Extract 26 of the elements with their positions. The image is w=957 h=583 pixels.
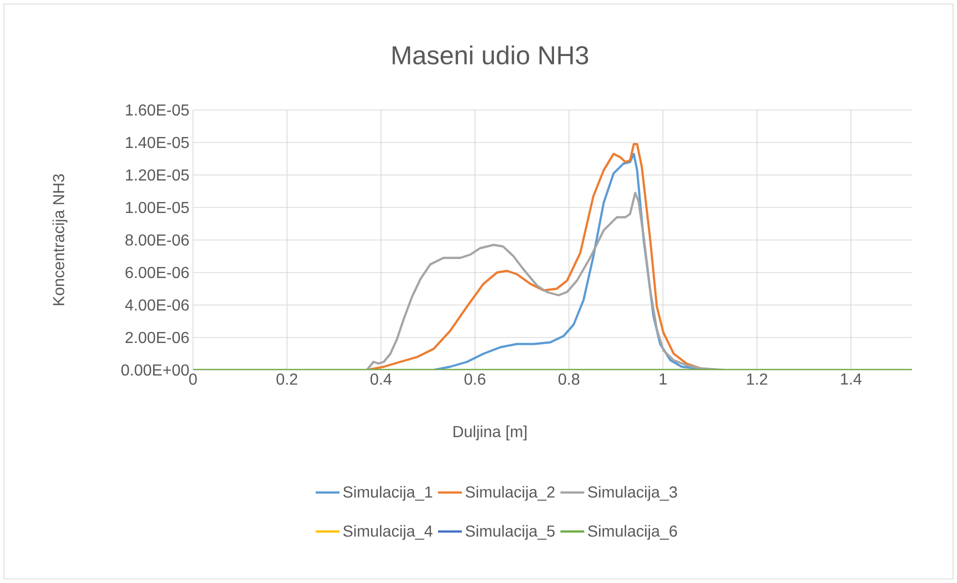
x-tick-label: 0.4 [370, 374, 392, 385]
legend-label: Simulacija_6 [588, 525, 677, 540]
x-tick-label: 0 [189, 374, 197, 385]
legend-label: Simulacija_4 [343, 525, 432, 540]
legend-label: Simulacija_2 [466, 486, 555, 501]
x-tick-label: 1.2 [747, 374, 768, 385]
y-tick-label: 2.00E-06 [126, 332, 189, 344]
y-tick-label: 4.00E-06 [125, 299, 189, 311]
x-tick-label: 0.2 [276, 374, 298, 385]
y-tick-label: 1.40E-05 [126, 136, 189, 148]
y-tick-label: 0.00E+00 [121, 364, 189, 376]
legend-label: Simulacija_1 [343, 486, 432, 501]
y-tick-label: 1.00E-05 [126, 202, 189, 214]
y-tick-label: 6.00E-06 [126, 266, 189, 278]
y-tick-label: 1.60E-05 [126, 104, 189, 116]
x-tick-label: 1 [660, 374, 667, 384]
legend-label: Simulacija_3 [588, 486, 677, 501]
y-tick-label: 8.00E-06 [125, 234, 189, 246]
y-axis-title: Koncentracija NH3 [52, 174, 68, 306]
x-axis-title: Duljina [m] [454, 426, 526, 440]
chart-title: Maseni udio NH3 [392, 45, 588, 64]
legend-label: Simulacija_5 [466, 525, 555, 540]
x-tick-label: 0.6 [464, 374, 486, 385]
x-tick-label: 0.8 [558, 374, 580, 385]
y-tick-label: 1.20E-05 [126, 169, 189, 181]
x-tick-label: 1.4 [841, 374, 862, 384]
